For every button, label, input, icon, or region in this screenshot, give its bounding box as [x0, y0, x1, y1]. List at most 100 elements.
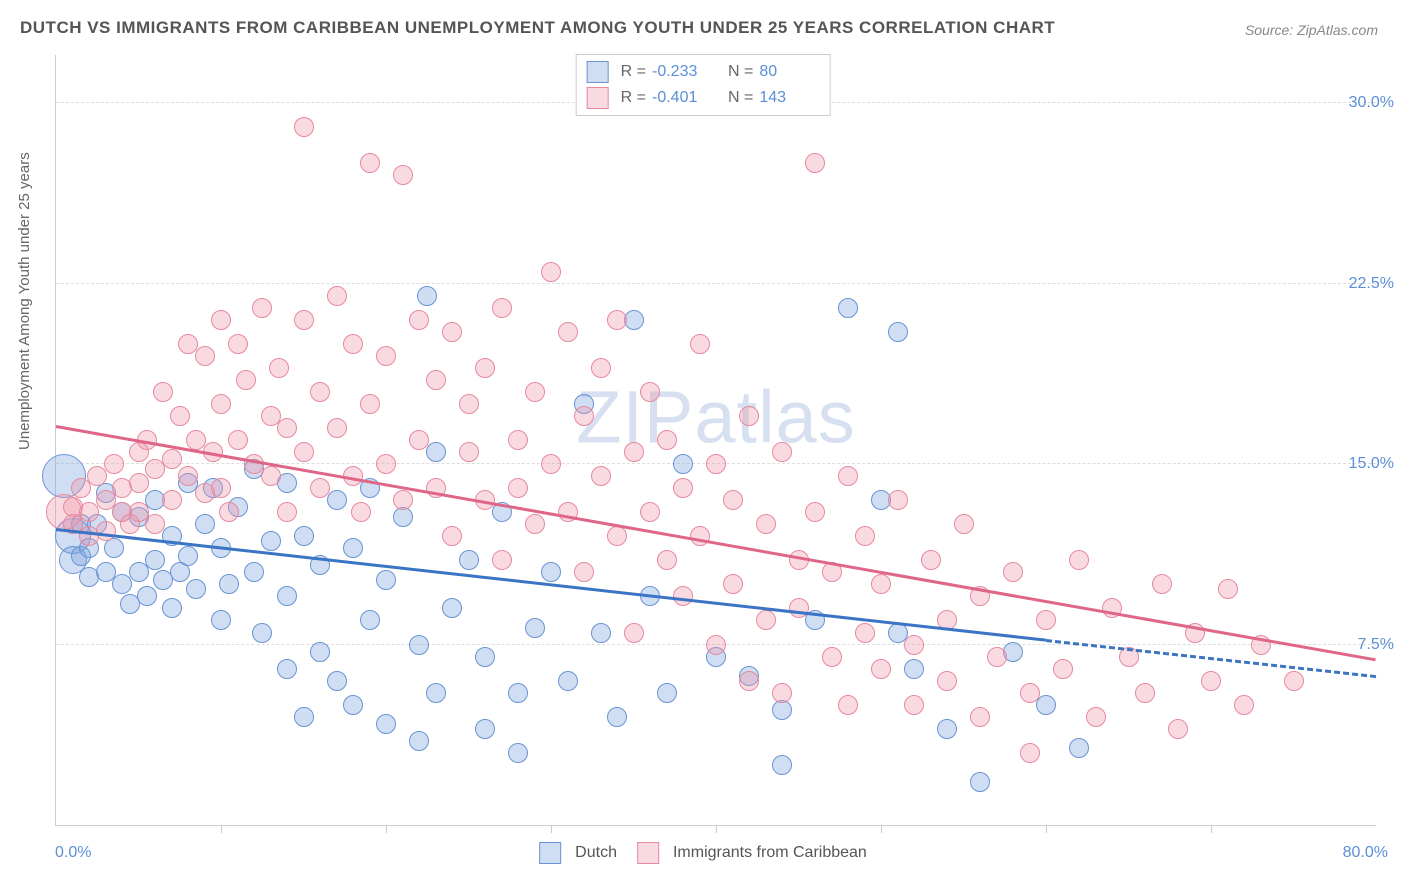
- scatter-point: [921, 550, 941, 570]
- scatter-point: [508, 683, 528, 703]
- legend-r-label: R =: [621, 89, 646, 107]
- y-tick-label: 22.5%: [1349, 275, 1394, 293]
- scatter-point: [186, 579, 206, 599]
- legend-item: Immigrants from Caribbean: [637, 842, 867, 864]
- scatter-point: [360, 610, 380, 630]
- scatter-point: [310, 382, 330, 402]
- scatter-point: [170, 406, 190, 426]
- scatter-point: [690, 526, 710, 546]
- scatter-point: [145, 550, 165, 570]
- scatter-point: [211, 394, 231, 414]
- scatter-point: [558, 322, 578, 342]
- scatter-point: [492, 550, 512, 570]
- scatter-point: [327, 671, 347, 691]
- scatter-point: [153, 382, 173, 402]
- scatter-point: [294, 526, 314, 546]
- scatter-point: [294, 117, 314, 137]
- scatter-point: [294, 707, 314, 727]
- scatter-point: [954, 514, 974, 534]
- scatter-point: [376, 346, 396, 366]
- scatter-point: [360, 153, 380, 173]
- scatter-point: [351, 502, 371, 522]
- scatter-point: [706, 454, 726, 474]
- scatter-point: [426, 370, 446, 390]
- scatter-point: [409, 430, 429, 450]
- scatter-point: [937, 719, 957, 739]
- scatter-point: [409, 310, 429, 330]
- scatter-point: [475, 358, 495, 378]
- legend-r-label: R =: [621, 63, 646, 81]
- scatter-point: [252, 298, 272, 318]
- scatter-point: [1168, 719, 1188, 739]
- scatter-point: [1069, 738, 1089, 758]
- scatter-point: [508, 743, 528, 763]
- scatter-point: [310, 642, 330, 662]
- scatter-point: [723, 490, 743, 510]
- scatter-point: [1152, 574, 1172, 594]
- plot-area: ZIPatlas: [55, 55, 1376, 826]
- x-tick: [221, 825, 222, 833]
- x-tick: [386, 825, 387, 833]
- scatter-point: [1053, 659, 1073, 679]
- scatter-point: [888, 490, 908, 510]
- scatter-point: [219, 574, 239, 594]
- scatter-point: [904, 695, 924, 715]
- scatter-point: [409, 635, 429, 655]
- scatter-point: [426, 683, 446, 703]
- scatter-point: [261, 531, 281, 551]
- source-attribution: Source: ZipAtlas.com: [1245, 22, 1378, 38]
- scatter-point: [855, 623, 875, 643]
- scatter-point: [178, 466, 198, 486]
- scatter-point: [96, 521, 116, 541]
- gridline: [56, 283, 1376, 284]
- scatter-point: [657, 430, 677, 450]
- scatter-point: [706, 635, 726, 655]
- scatter-point: [162, 490, 182, 510]
- y-tick-label: 30.0%: [1349, 94, 1394, 112]
- scatter-point: [211, 478, 231, 498]
- scatter-point: [1234, 695, 1254, 715]
- scatter-point: [409, 731, 429, 751]
- scatter-point: [294, 310, 314, 330]
- scatter-point: [195, 514, 215, 534]
- scatter-point: [772, 683, 792, 703]
- scatter-point: [1020, 743, 1040, 763]
- scatter-point: [855, 526, 875, 546]
- legend-swatch: [637, 842, 659, 864]
- scatter-point: [1218, 579, 1238, 599]
- scatter-point: [756, 610, 776, 630]
- scatter-point: [624, 623, 644, 643]
- scatter-point: [772, 442, 792, 462]
- scatter-point: [822, 647, 842, 667]
- legend-n-label: N =: [728, 89, 753, 107]
- scatter-point: [1036, 610, 1056, 630]
- scatter-point: [417, 286, 437, 306]
- x-tick: [551, 825, 552, 833]
- x-tick: [716, 825, 717, 833]
- legend-n-value: 80: [759, 63, 819, 81]
- legend-item: Dutch: [539, 842, 617, 864]
- scatter-point: [327, 418, 347, 438]
- legend-label: Immigrants from Caribbean: [673, 844, 867, 862]
- scatter-point: [673, 454, 693, 474]
- scatter-point: [393, 490, 413, 510]
- scatter-point: [459, 550, 479, 570]
- scatter-point: [178, 546, 198, 566]
- scatter-point: [162, 449, 182, 469]
- scatter-point: [970, 707, 990, 727]
- scatter-point: [574, 562, 594, 582]
- scatter-point: [739, 406, 759, 426]
- x-axis-max-label: 80.0%: [1343, 844, 1388, 862]
- scatter-point: [591, 358, 611, 378]
- scatter-point: [723, 574, 743, 594]
- watermark: ZIPatlas: [576, 374, 855, 459]
- scatter-point: [211, 610, 231, 630]
- scatter-point: [244, 562, 264, 582]
- scatter-point: [327, 286, 347, 306]
- legend-label: Dutch: [575, 844, 617, 862]
- scatter-point: [805, 153, 825, 173]
- scatter-point: [640, 502, 660, 522]
- scatter-point: [607, 310, 627, 330]
- scatter-point: [525, 618, 545, 638]
- scatter-point: [219, 502, 239, 522]
